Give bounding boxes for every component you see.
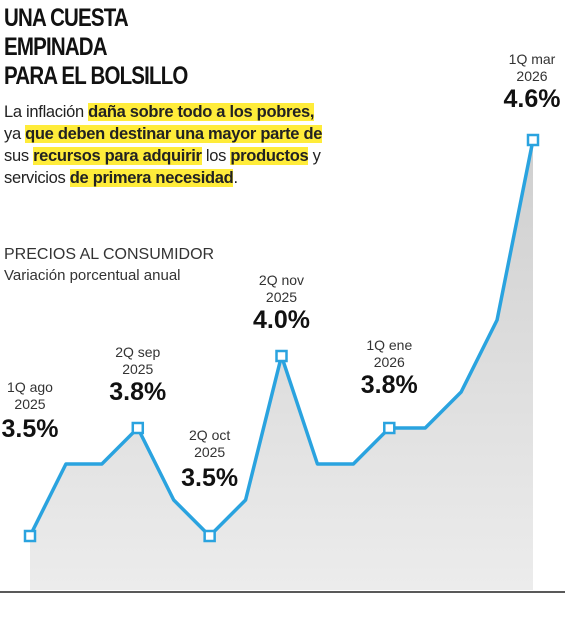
value-label: 3.5% — [181, 464, 238, 492]
title-line: PARA EL BOLSILLO — [4, 62, 188, 90]
subtitle-segment: de primera necesidad — [69, 169, 234, 187]
title: UNA CUESTA EMPINADA PARA EL BOLSILLO — [4, 4, 188, 91]
axis-subtitle: Variación porcentual anual — [4, 267, 181, 284]
subtitle-segment: que deben destinar una mayor parte de — [25, 125, 323, 143]
subtitle-segment: sus — [4, 147, 34, 165]
category-label: 1Q ago 2025 — [7, 379, 53, 412]
subtitle-segment: los — [201, 147, 231, 165]
subtitle-segment: productos — [230, 147, 309, 165]
subtitle-segment: recursos para adquirir — [33, 147, 202, 165]
title-line: EMPINADA — [4, 33, 108, 61]
subtitle-segment: La inflación — [4, 103, 89, 121]
value-label: 4.0% — [253, 306, 310, 334]
subtitle-segment: ya — [4, 125, 26, 143]
category-label: 2Q nov 2025 — [259, 272, 304, 305]
value-label: 3.8% — [361, 371, 418, 399]
value-label: 3.5% — [2, 415, 59, 443]
subtitle-segment: y servicios — [4, 147, 321, 187]
title-line: UNA CUESTA — [4, 4, 129, 32]
subtitle: La inflación daña sobre todo a los pobre… — [4, 101, 324, 189]
subtitle-segment: daña sobre todo a los pobres, — [88, 103, 315, 121]
marker — [203, 529, 216, 543]
subtitle-segment: . — [233, 169, 238, 187]
area — [30, 140, 533, 590]
marker — [275, 349, 288, 363]
category-label: 1Q mar 2026 — [509, 51, 556, 84]
marker — [23, 529, 37, 543]
marker — [526, 133, 540, 147]
marker — [383, 421, 396, 435]
category-label: 1Q ene 2026 — [366, 337, 412, 370]
axis-title: PRECIOS AL CONSUMIDOR — [4, 246, 215, 263]
value-label: 3.8% — [109, 378, 166, 406]
category-label: 2Q sep 2025 — [115, 344, 160, 377]
marker — [131, 421, 145, 435]
value-label: 4.6% — [504, 85, 561, 113]
category-label: 2Q oct 2025 — [189, 427, 230, 460]
